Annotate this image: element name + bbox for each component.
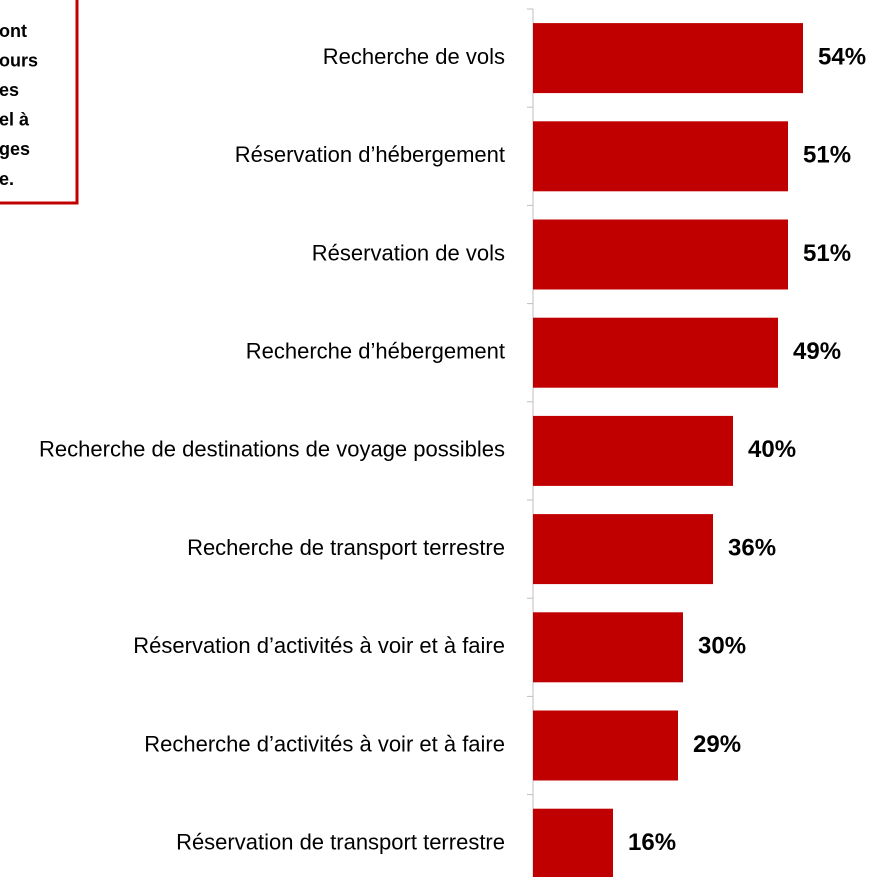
annotation-line: es <box>0 80 19 100</box>
annotation-box <box>0 0 79 205</box>
value-label: 51% <box>803 142 851 169</box>
bar <box>533 317 778 388</box>
category-label: Recherche de transport terrestre <box>187 535 505 560</box>
value-label: 36% <box>728 534 776 561</box>
bar <box>533 415 733 486</box>
annotation-line: ont <box>0 21 27 41</box>
value-label: 54% <box>818 43 866 70</box>
value-label: 30% <box>698 633 746 660</box>
bar <box>533 710 678 781</box>
bar <box>533 121 788 192</box>
category-label: Réservation d’hébergement <box>235 142 505 167</box>
bar <box>533 219 788 290</box>
category-label: Recherche de vols <box>323 44 505 69</box>
category-label: Réservation de transport terrestre <box>176 830 505 855</box>
category-label: Recherche d’hébergement <box>246 339 505 364</box>
category-label: Réservation d’activités à voir et à fair… <box>133 633 505 658</box>
value-label: 40% <box>748 436 796 463</box>
annotation-line: ges <box>0 139 30 159</box>
category-label: Recherche de destinations de voyage poss… <box>39 437 505 462</box>
bar <box>533 808 613 877</box>
annotation-line: e. <box>0 169 14 189</box>
annotation-line: el à <box>0 110 30 130</box>
value-label: 29% <box>693 731 741 758</box>
annotation-line: ours <box>0 50 38 70</box>
bar <box>533 23 803 94</box>
category-label: Réservation de vols <box>312 240 505 265</box>
value-label: 51% <box>803 240 851 267</box>
value-label: 49% <box>793 338 841 365</box>
bar <box>533 514 713 585</box>
value-label: 16% <box>628 829 676 856</box>
category-label: Recherche d’activités à voir et à faire <box>144 731 505 756</box>
bar <box>533 612 683 683</box>
